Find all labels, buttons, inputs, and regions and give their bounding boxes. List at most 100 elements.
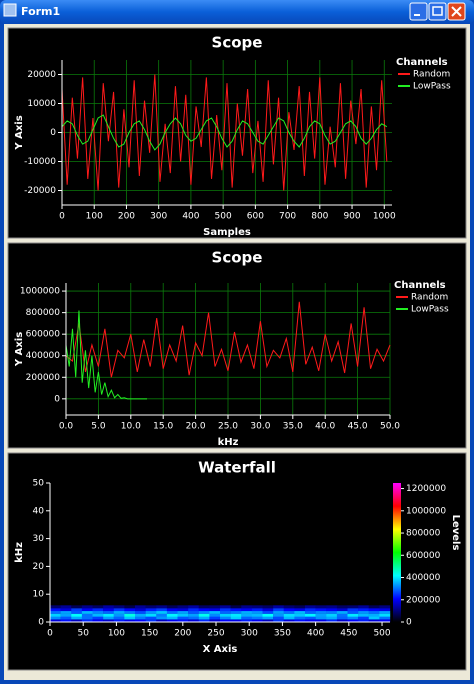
colorbar-tick-label: 0 bbox=[406, 618, 412, 628]
heat-cell bbox=[103, 619, 114, 623]
heat-cell bbox=[283, 610, 295, 614]
heat-cell bbox=[209, 616, 221, 620]
heat-cell bbox=[262, 619, 274, 623]
heat-cell bbox=[188, 619, 199, 623]
heat-cell bbox=[92, 608, 104, 612]
heat-cell bbox=[336, 605, 348, 609]
x-tick-label: 10.0 bbox=[121, 422, 141, 432]
heat-cell bbox=[294, 610, 306, 614]
heat-cell bbox=[135, 605, 146, 609]
heat-cell bbox=[124, 608, 136, 612]
heat-cell bbox=[220, 616, 231, 620]
x-tick-label: 35.0 bbox=[283, 422, 303, 432]
heat-cell bbox=[347, 613, 359, 617]
colorbar-tick-label: 600000 bbox=[406, 551, 441, 561]
heat-cell bbox=[50, 619, 61, 623]
heat-cell bbox=[379, 619, 391, 623]
x-tick-label: 45.0 bbox=[348, 422, 368, 432]
heat-cell bbox=[177, 616, 189, 620]
heat-cell bbox=[166, 619, 178, 623]
y-tick-label: 50 bbox=[33, 479, 45, 489]
heat-cell bbox=[124, 610, 136, 614]
y-tick-label: 200000 bbox=[26, 373, 61, 383]
heat-cell bbox=[251, 616, 263, 620]
legend-title: Channels bbox=[396, 57, 448, 68]
y-tick-label: 30 bbox=[33, 534, 45, 544]
heat-cell bbox=[347, 619, 359, 623]
heat-cell bbox=[209, 619, 221, 623]
heat-cell bbox=[166, 610, 178, 614]
heat-cell bbox=[305, 605, 316, 609]
heat-cell bbox=[326, 610, 338, 614]
y-tick-label: 0 bbox=[50, 128, 56, 138]
heat-cell bbox=[358, 616, 369, 620]
heat-cell bbox=[50, 608, 61, 612]
x-tick-label: 1000 bbox=[373, 212, 396, 222]
heat-cell bbox=[336, 608, 348, 612]
heat-cell bbox=[209, 608, 221, 612]
heat-cell bbox=[145, 608, 157, 612]
heat-cell bbox=[177, 613, 189, 617]
heat-cell bbox=[347, 608, 359, 612]
heat-cell bbox=[241, 610, 253, 614]
colorbar-tick-label: 1200000 bbox=[406, 484, 446, 494]
colorbar-tick-label: 400000 bbox=[406, 573, 441, 583]
heat-cell bbox=[251, 613, 263, 617]
heat-cell bbox=[283, 613, 295, 617]
legend-label: LowPass bbox=[413, 82, 451, 92]
legend-title: Channels bbox=[394, 280, 446, 291]
heat-cell bbox=[358, 619, 369, 623]
legend-label: Random bbox=[411, 293, 448, 303]
series-line bbox=[65, 310, 147, 400]
x-tick-label: 30.0 bbox=[250, 422, 270, 432]
chart-panel bbox=[7, 27, 467, 239]
colorbar bbox=[393, 483, 401, 622]
heat-cell bbox=[124, 619, 136, 623]
heat-cell bbox=[156, 610, 168, 614]
x-tick-label: 0 bbox=[47, 629, 53, 639]
maximize-button[interactable] bbox=[428, 2, 447, 21]
heat-cell bbox=[368, 610, 380, 614]
heat-cell bbox=[177, 610, 189, 614]
heat-cell bbox=[315, 610, 327, 614]
heat-cell bbox=[103, 608, 114, 612]
heat-cell bbox=[166, 613, 178, 617]
heat-cell bbox=[220, 605, 231, 609]
heat-cell bbox=[273, 605, 284, 609]
heat-cell bbox=[177, 619, 189, 623]
series-line bbox=[61, 74, 388, 191]
heat-cell bbox=[71, 619, 83, 623]
heat-cell bbox=[124, 616, 136, 620]
x-tick-label: 40.0 bbox=[315, 422, 335, 432]
heat-cell bbox=[262, 616, 274, 620]
heat-cell bbox=[145, 610, 157, 614]
heat-cell bbox=[379, 616, 391, 620]
x-tick-label: 500 bbox=[373, 629, 390, 639]
chart-title: Waterfall bbox=[198, 459, 276, 477]
heat-cell bbox=[347, 610, 359, 614]
heat-cell bbox=[273, 608, 284, 612]
x-tick-label: 800 bbox=[311, 212, 328, 222]
y-tick-label: 40 bbox=[33, 506, 45, 516]
heat-cell bbox=[305, 613, 316, 617]
heat-cell bbox=[60, 605, 72, 609]
heat-cell bbox=[113, 619, 125, 623]
x-tick-label: 50 bbox=[77, 629, 89, 639]
minimize-button[interactable] bbox=[409, 2, 428, 21]
heat-cell bbox=[113, 613, 125, 617]
heat-cell bbox=[198, 608, 210, 612]
heat-cell bbox=[81, 608, 93, 612]
heat-cell bbox=[326, 613, 338, 617]
heat-cell bbox=[251, 619, 263, 623]
heat-cell bbox=[198, 619, 210, 623]
heat-cell bbox=[230, 605, 242, 609]
window-title: Form1 bbox=[21, 5, 60, 18]
heat-cell bbox=[336, 619, 348, 623]
close-button[interactable] bbox=[447, 2, 466, 21]
heat-cell bbox=[326, 605, 338, 609]
heat-cell bbox=[379, 610, 391, 614]
series-line bbox=[65, 301, 391, 378]
heat-cell bbox=[379, 608, 391, 612]
heat-cell bbox=[103, 605, 114, 609]
